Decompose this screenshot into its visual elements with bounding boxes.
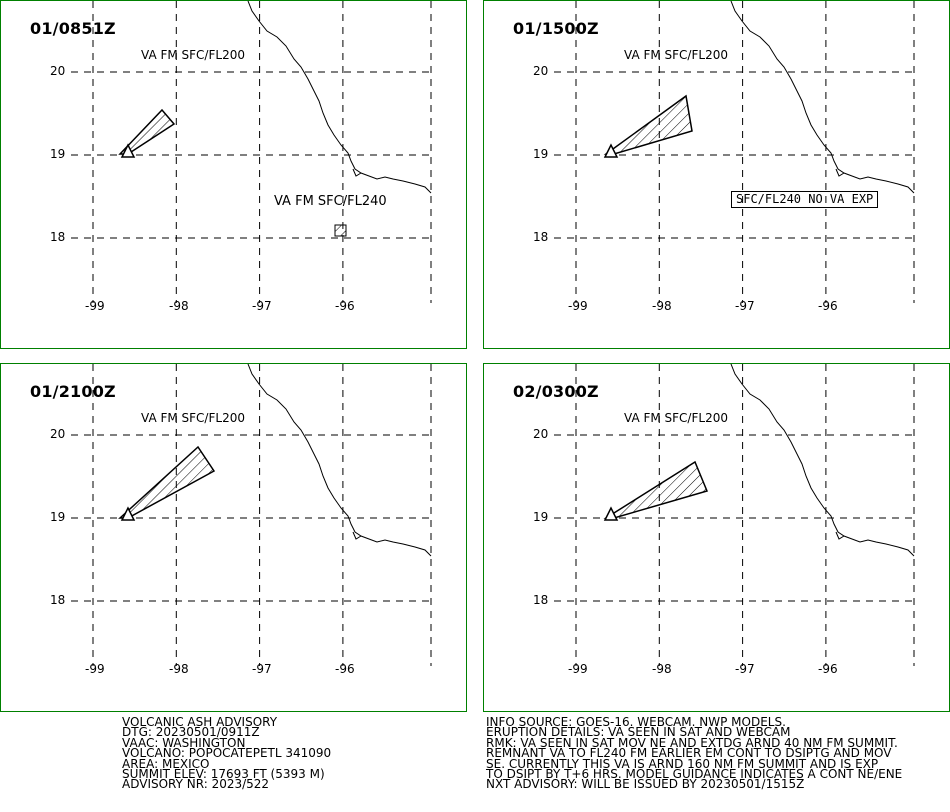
panel-time: 01/0851Z <box>30 19 116 38</box>
lat-label-20: 20 <box>533 427 549 441</box>
map-canvas <box>554 1 915 303</box>
ash-cloud-polygon <box>603 460 709 519</box>
coastline <box>247 364 432 557</box>
map-panel-0300z: 02/0300Z VA FM SFC/FL200 20 19 18 -99 -9… <box>483 363 950 712</box>
lat-label-18: 18 <box>50 230 66 244</box>
map-panel-1500z: 01/1500Z VA FM SFC/FL200 SFC/FL240 NO VA… <box>483 0 950 349</box>
va-level-label: VA FM SFC/FL200 <box>141 411 245 425</box>
lat-label-18: 18 <box>50 593 66 607</box>
advisory-line: NXT ADVISORY: WILL BE ISSUED BY 20230501… <box>486 777 805 792</box>
advisory-line: RMK: VA SEEN IN SAT MOV NE AND EXTDG ARN… <box>486 735 898 750</box>
advisory-line: SE. CURRENTLY THIS VA IS ARND 160 NM FM … <box>486 756 879 771</box>
volcano-icon <box>120 506 136 521</box>
lon-label-97: -97 <box>735 662 755 676</box>
coastline-inlet <box>835 168 845 177</box>
lon-label-96: -96 <box>818 662 838 676</box>
lat-label-19: 19 <box>50 510 66 524</box>
map-canvas <box>71 364 432 666</box>
ash-cloud-polygon <box>118 445 216 519</box>
advisory-line: DTG: 20230501/0911Z <box>122 725 260 740</box>
lon-label-97: -97 <box>252 662 272 676</box>
va-level-label: VA FM SFC/FL200 <box>624 411 728 425</box>
panel-time: 01/1500Z <box>513 19 599 38</box>
lon-label-98: -98 <box>169 299 189 313</box>
map-panel-2100z: 01/2100Z VA FM SFC/FL200 20 19 18 -99 -9… <box>0 363 467 712</box>
lon-label-98: -98 <box>169 662 189 676</box>
lat-label-19: 19 <box>50 147 66 161</box>
remnant-ash-box <box>334 224 347 237</box>
advisory-line: REMNANT VA TO FL240 FM EARLIER EM CONT T… <box>486 746 892 761</box>
va-level-label: VA FM SFC/FL200 <box>141 48 245 62</box>
panel-time: 01/2100Z <box>30 382 116 401</box>
advisory-line: SUMMIT ELEV: 17693 FT (5393 M) <box>122 767 325 782</box>
lat-label-19: 19 <box>533 510 549 524</box>
map-canvas <box>554 364 915 666</box>
graticule <box>554 1 915 303</box>
advisory-line: VAAC: WASHINGTON <box>122 735 246 750</box>
lon-label-96: -96 <box>818 299 838 313</box>
va-level-label: VA FM SFC/FL200 <box>624 48 728 62</box>
advisory-line: TO DSIPT BY T+6 HRS. MODEL GUIDANCE INDI… <box>486 767 903 782</box>
coastline-inlet <box>835 531 845 540</box>
advisory-remarks-block: INFO SOURCE: GOES-16. WEBCAM. NWP MODELS… <box>486 715 903 792</box>
lat-label-20: 20 <box>50 64 66 78</box>
advisory-header-block: VOLCANIC ASH ADVISORY DTG: 20230501/0911… <box>122 715 332 792</box>
coastline-inlet <box>352 168 362 177</box>
graticule <box>554 364 915 666</box>
lon-label-98: -98 <box>652 299 672 313</box>
coastline <box>730 364 915 557</box>
coastline <box>730 1 915 194</box>
va-level-label-remnant: VA FM SFC/FL240 <box>274 194 387 209</box>
advisory-line: VOLCANO: POPOCATEPETL 341090 <box>122 746 332 761</box>
lat-label-19: 19 <box>533 147 549 161</box>
volcano-icon <box>603 143 619 158</box>
map-panel-0851z: 01/0851Z VA FM SFC/FL200 VA FM SFC/FL240… <box>0 0 467 349</box>
lon-label-97: -97 <box>735 299 755 313</box>
advisory-line: INFO SOURCE: GOES-16. WEBCAM. NWP MODELS… <box>486 715 786 729</box>
lat-label-18: 18 <box>533 593 549 607</box>
lon-label-98: -98 <box>652 662 672 676</box>
lat-label-20: 20 <box>50 427 66 441</box>
graticule <box>71 364 432 666</box>
lon-label-99: -99 <box>568 662 588 676</box>
lon-label-99: -99 <box>85 299 105 313</box>
lon-label-97: -97 <box>252 299 272 313</box>
volcano-icon <box>603 506 619 521</box>
graticule <box>71 1 432 303</box>
panel-time: 02/0300Z <box>513 382 599 401</box>
coastline-inlet <box>352 531 362 540</box>
volcano-icon <box>120 143 136 158</box>
lat-label-18: 18 <box>533 230 549 244</box>
advisory-line: ADVISORY NR: 2023/522 <box>122 777 270 792</box>
coastline <box>247 1 432 194</box>
advisory-line: ERUPTION DETAILS: VA SEEN IN SAT AND WEB… <box>486 725 791 740</box>
lon-label-99: -99 <box>568 299 588 313</box>
ash-cloud-polygon <box>603 94 693 155</box>
lon-label-96: -96 <box>335 662 355 676</box>
advisory-line: VOLCANIC ASH ADVISORY <box>122 715 278 729</box>
lat-label-20: 20 <box>533 64 549 78</box>
lon-label-99: -99 <box>85 662 105 676</box>
no-va-expected-box: SFC/FL240 NO VA EXP <box>731 191 879 208</box>
advisory-line: AREA: MEXICO <box>122 756 210 771</box>
lon-label-96: -96 <box>335 299 355 313</box>
map-canvas <box>71 1 432 303</box>
